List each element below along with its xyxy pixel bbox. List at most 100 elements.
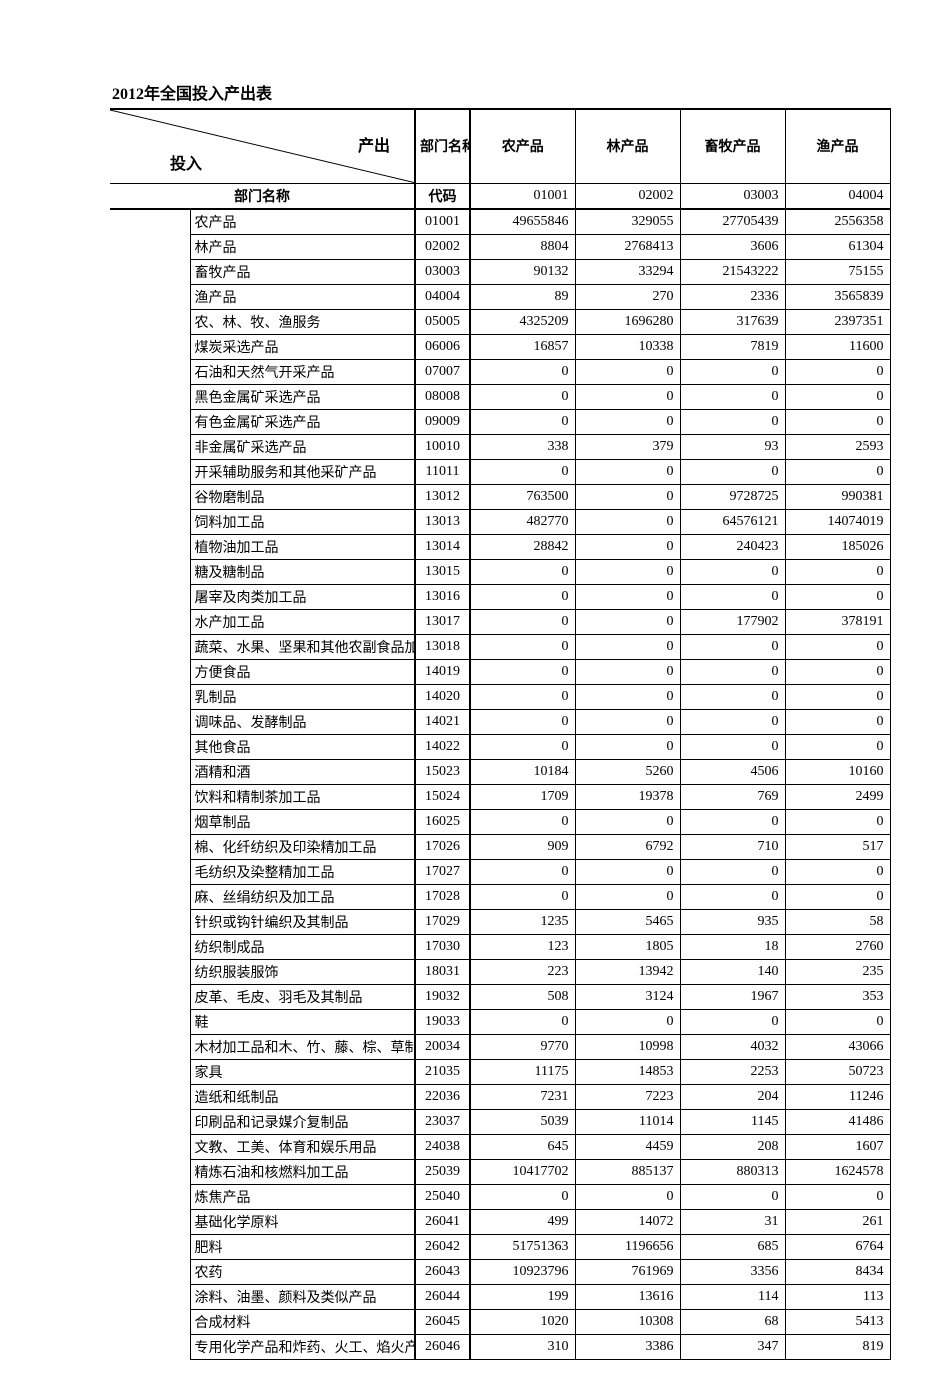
row-name: 烟草制品: [190, 809, 415, 834]
cell-value: 0: [680, 409, 785, 434]
cell-value: 13942: [575, 959, 680, 984]
code-header: 代码: [415, 183, 470, 209]
row-code: 17029: [415, 909, 470, 934]
row-name: 黑色金属矿采选产品: [190, 384, 415, 409]
row-code: 23037: [415, 1109, 470, 1134]
table-row: 肥料260425175136311966566856764: [110, 1234, 890, 1259]
table-row: 乳制品140200000: [110, 684, 890, 709]
cell-value: 0: [575, 859, 680, 884]
cell-value: 0: [575, 359, 680, 384]
cell-value: 9770: [470, 1034, 575, 1059]
row-gap: [110, 409, 190, 434]
cell-value: 0: [575, 384, 680, 409]
cell-value: 880313: [680, 1159, 785, 1184]
table-row: 渔产品040048927023363565839: [110, 284, 890, 309]
cell-value: 1607: [785, 1134, 890, 1159]
cell-value: 49655846: [470, 209, 575, 235]
cell-value: 123: [470, 934, 575, 959]
row-gap: [110, 659, 190, 684]
table-row: 糖及糖制品130150000: [110, 559, 890, 584]
cell-value: 909: [470, 834, 575, 859]
cell-value: 261: [785, 1209, 890, 1234]
cell-value: 14074019: [785, 509, 890, 534]
row-name: 农产品: [190, 209, 415, 235]
table-row: 开采辅助服务和其他采矿产品110110000: [110, 459, 890, 484]
cell-value: 2593: [785, 434, 890, 459]
row-gap: [110, 1059, 190, 1084]
cell-value: 0: [785, 709, 890, 734]
cell-value: 2499: [785, 784, 890, 809]
cell-value: 0: [470, 709, 575, 734]
row-code: 17026: [415, 834, 470, 859]
row-name: 合成材料: [190, 1309, 415, 1334]
cell-value: 11600: [785, 334, 890, 359]
cell-value: 0: [470, 734, 575, 759]
cell-value: 89: [470, 284, 575, 309]
cell-value: 7223: [575, 1084, 680, 1109]
cell-value: 0: [470, 459, 575, 484]
cell-value: 0: [680, 459, 785, 484]
row-name: 专用化学产品和炸药、火工、焰火产品: [190, 1334, 415, 1359]
table-row: 酒精和酒15023101845260450610160: [110, 759, 890, 784]
cell-value: 0: [470, 384, 575, 409]
table-row: 谷物磨制品1301276350009728725990381: [110, 484, 890, 509]
row-name: 煤炭采选产品: [190, 334, 415, 359]
table-row: 麻、丝绢纺织及加工品170280000: [110, 884, 890, 909]
row-code: 15024: [415, 784, 470, 809]
cell-value: 499: [470, 1209, 575, 1234]
cell-value: 240423: [680, 534, 785, 559]
row-gap: [110, 234, 190, 259]
col-header-0: 农产品: [470, 109, 575, 183]
row-name: 有色金属矿采选产品: [190, 409, 415, 434]
table-row: 木材加工品和木、竹、藤、棕、草制品20034977010998403243066: [110, 1034, 890, 1059]
cell-value: 0: [575, 584, 680, 609]
cell-value: 10923796: [470, 1259, 575, 1284]
table-row: 煤炭采选产品060061685710338781911600: [110, 334, 890, 359]
row-code: 17027: [415, 859, 470, 884]
page-title: 2012年全国投入产出表: [112, 80, 895, 104]
row-gap: [110, 259, 190, 284]
row-gap: [110, 859, 190, 884]
cell-value: 7231: [470, 1084, 575, 1109]
header-row-2: 部门名称 代码 01001 02002 03003 04004: [110, 183, 890, 209]
table-row: 毛纺织及染整精加工品170270000: [110, 859, 890, 884]
cell-value: 0: [575, 734, 680, 759]
cell-value: 31: [680, 1209, 785, 1234]
cell-value: 0: [470, 859, 575, 884]
cell-value: 0: [575, 1184, 680, 1209]
row-name: 蔬菜、水果、坚果和其他农副食品加工品: [190, 634, 415, 659]
row-code: 24038: [415, 1134, 470, 1159]
cell-value: 0: [575, 559, 680, 584]
row-name: 肥料: [190, 1234, 415, 1259]
cell-value: 0: [470, 684, 575, 709]
row-name: 畜牧产品: [190, 259, 415, 284]
cell-value: 0: [575, 884, 680, 909]
cell-value: 0: [575, 659, 680, 684]
row-name: 涂料、油墨、颜料及类似产品: [190, 1284, 415, 1309]
row-code: 20034: [415, 1034, 470, 1059]
row-code: 17030: [415, 934, 470, 959]
cell-value: 13616: [575, 1284, 680, 1309]
cell-value: 3356: [680, 1259, 785, 1284]
cell-value: 5413: [785, 1309, 890, 1334]
cell-value: 90132: [470, 259, 575, 284]
cell-value: 0: [575, 809, 680, 834]
cell-value: 3124: [575, 984, 680, 1009]
cell-value: 61304: [785, 234, 890, 259]
row-name: 方便食品: [190, 659, 415, 684]
cell-value: 21543222: [680, 259, 785, 284]
cell-value: 2556358: [785, 209, 890, 235]
cell-value: 1624578: [785, 1159, 890, 1184]
cell-value: 8804: [470, 234, 575, 259]
cell-value: 0: [575, 634, 680, 659]
row-name: 农、林、牧、渔服务: [190, 309, 415, 334]
cell-value: 1967: [680, 984, 785, 1009]
cell-value: 685: [680, 1234, 785, 1259]
cell-value: 0: [680, 684, 785, 709]
row-gap: [110, 509, 190, 534]
row-name: 鞋: [190, 1009, 415, 1034]
col-code-1: 02002: [575, 183, 680, 209]
table-row: 调味品、发酵制品140210000: [110, 709, 890, 734]
table-row: 鞋190330000: [110, 1009, 890, 1034]
cell-value: 0: [785, 884, 890, 909]
